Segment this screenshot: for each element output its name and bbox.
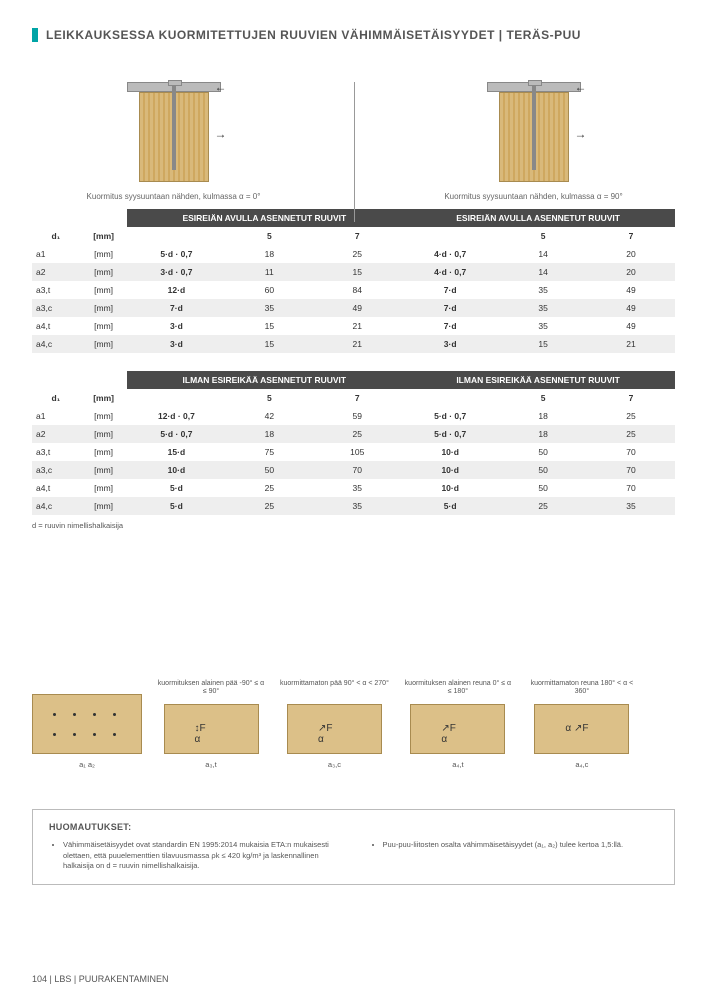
title-accent-bar xyxy=(32,28,38,42)
nopilot-header-left: ILMAN ESIREIKÄÄ ASENNETUT RUUVIT xyxy=(127,371,401,389)
note-1: Vähimmäisetäisyydet ovat standardin EN 1… xyxy=(63,840,339,872)
page-title-row: LEIKKAUKSESSA KUORMITETTUJEN RUUVIEN VÄH… xyxy=(32,28,675,42)
table-row: a3,c[mm]7·d35497·d3549 xyxy=(32,299,675,317)
nopilot-header-right: ILMAN ESIREIKÄÄ ASENNETUT RUUVIT xyxy=(401,371,675,389)
table-row: a4,c[mm]5·d25355·d2535 xyxy=(32,497,675,515)
pilot-header-right: ESIREIÄN AVULLA ASENNETUT RUUVIT xyxy=(401,209,675,227)
note-2: Puu-puu-liitosten osalta vähimmäisetäisy… xyxy=(383,840,659,851)
table-row: a1[mm]5·d · 0,718254·d · 0,71420 xyxy=(32,245,675,263)
figure-row: ←→ Kuormitus syysuuntaan nähden, kulmass… xyxy=(32,82,675,201)
table-no-pilot: ILMAN ESIREIKÄÄ ASENNETUT RUUVIT ILMAN E… xyxy=(32,371,675,530)
figure-caption-right: Kuormitus syysuuntaan nähden, kulmassa α… xyxy=(444,192,622,201)
pilot-header-left: ESIREIÄN AVULLA ASENNETUT RUUVIT xyxy=(127,209,401,227)
figure-divider xyxy=(354,82,355,222)
notes-title: HUOMAUTUKSET: xyxy=(49,822,658,832)
table-row: a4,c[mm]3·d15213·d1521 xyxy=(32,335,675,353)
wood-illustration-0deg: ←→ xyxy=(139,82,209,182)
table-row: a2[mm]3·d · 0,711154·d · 0,71420 xyxy=(32,263,675,281)
diagram-a3t: kuormituksen alainen pää -90° ≤ α ≤ 90° … xyxy=(156,680,266,769)
table-row: a3,t[mm]15·d7510510·d5070 xyxy=(32,443,675,461)
figure-left: ←→ Kuormitus syysuuntaan nähden, kulmass… xyxy=(34,82,314,201)
table-row: a4,t[mm]5·d253510·d5070 xyxy=(32,479,675,497)
edge-distance-diagrams: a₁ a₂ kuormituksen alainen pää -90° ≤ α … xyxy=(32,670,675,769)
diagram-a3c: kuormittamaton pää 90° < α < 270° ↗Fα a₃… xyxy=(280,680,389,769)
diagram-a4c: kuormittamaton reuna 180° < α < 360° α ↗… xyxy=(527,680,637,769)
figure-caption-left: Kuormitus syysuuntaan nähden, kulmassa α… xyxy=(87,192,261,201)
table-row: a3,c[mm]10·d507010·d5070 xyxy=(32,461,675,479)
wood-illustration-90deg: ←→ xyxy=(499,82,569,182)
page-footer: 104 | LBS | PUURAKENTAMINEN xyxy=(32,974,169,984)
table-row: a1[mm]12·d · 0,742595·d · 0,71825 xyxy=(32,407,675,425)
d-definition-note: d = ruuvin nimellishalkaisija xyxy=(32,521,675,530)
diagram-a1-a2: a₁ a₂ xyxy=(32,670,142,769)
table-row: a2[mm]5·d · 0,718255·d · 0,71825 xyxy=(32,425,675,443)
table-pilot-holes: ESIREIÄN AVULLA ASENNETUT RUUVIT ESIREIÄ… xyxy=(32,209,675,353)
table-row: a4,t[mm]3·d15217·d3549 xyxy=(32,317,675,335)
diagram-a4t: kuormituksen alainen reuna 0° ≤ α ≤ 180°… xyxy=(403,680,513,769)
figure-right: ←→ Kuormitus syysuuntaan nähden, kulmass… xyxy=(394,82,674,201)
page-title: LEIKKAUKSESSA KUORMITETTUJEN RUUVIEN VÄH… xyxy=(46,28,581,42)
table-row: a3,t[mm]12·d60847·d3549 xyxy=(32,281,675,299)
notes-box: HUOMAUTUKSET: Vähimmäisetäisyydet ovat s… xyxy=(32,809,675,885)
